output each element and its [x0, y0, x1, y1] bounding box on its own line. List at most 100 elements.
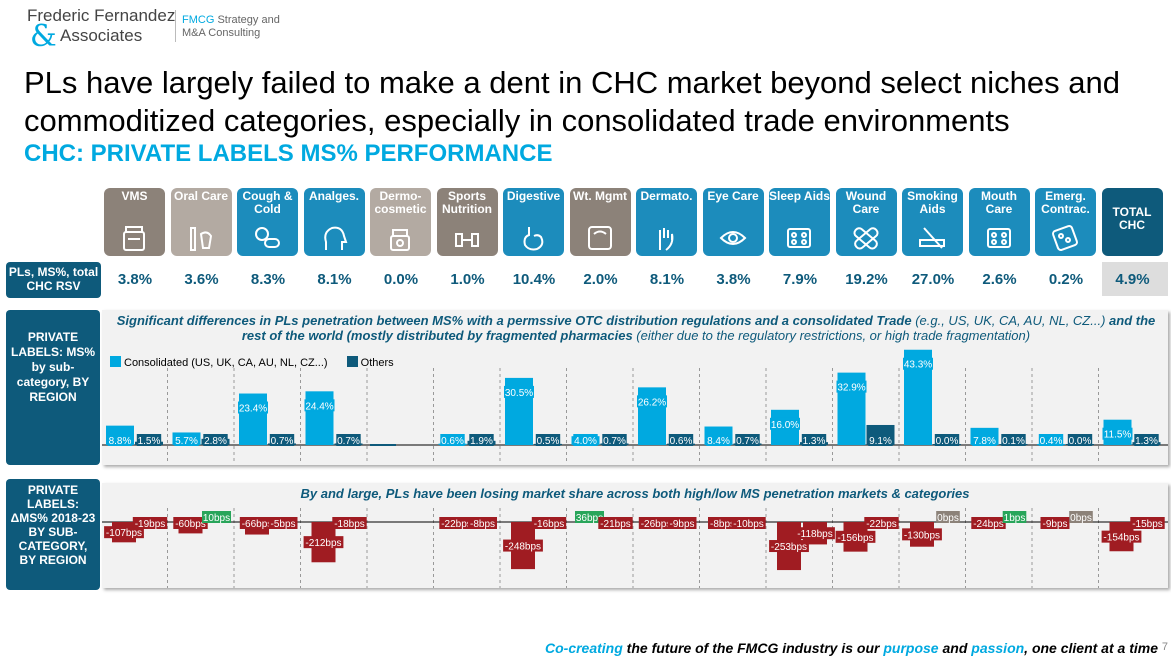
legend-consolidated: Consolidated (US, UK, CA, AU, NL, CZ...): [124, 357, 328, 369]
delta-label: -22bps: [441, 519, 472, 530]
delta-label: -24bps: [973, 519, 1004, 530]
bar-dermo-empty: [370, 444, 396, 446]
row-label-delta-ms: PRIVATE LABELS: ΔMS% 2018-23 BY SUB-CATE…: [6, 479, 100, 590]
bar-label-bg: [1102, 427, 1133, 440]
total-ms-highlight: [1102, 262, 1168, 296]
delta-label: -22bps: [866, 519, 897, 530]
category-header-2: Cough & Cold: [237, 188, 298, 256]
category-label: Eye Care: [707, 189, 759, 203]
delta-ms-note: By and large, PLs have been losing marke…: [300, 486, 970, 501]
ms-total-value: 8.3%: [250, 271, 286, 288]
bar-label: 0.1%: [1002, 436, 1025, 447]
bar-label-bg: [801, 434, 827, 446]
category-label: Oral Care: [173, 189, 229, 203]
ms-total-value: 0.2%: [1048, 271, 1084, 288]
scale-icon: [587, 226, 612, 250]
bar-label: 7.8%: [973, 436, 996, 447]
hand-icon: [659, 228, 674, 251]
bar-label: 5.7%: [175, 436, 198, 447]
delta-label: -8bps: [710, 519, 735, 530]
category-header-0: VMS: [104, 188, 165, 256]
delta-label: -10bps: [733, 519, 764, 530]
category-header-4: Dermo-cosmetic: [370, 188, 431, 256]
bar-label: 1.9%: [470, 436, 493, 447]
dumbbell-icon: [454, 233, 479, 247]
footer-tagline: Co-creating the future of the FMCG indus…: [545, 640, 1158, 656]
logo-ampersand: &: [30, 19, 57, 54]
bar-label: 1.3%: [1135, 436, 1158, 447]
delta-label-bg: [104, 526, 144, 539]
delta-label: 36bps: [576, 513, 603, 524]
delta-label: -5bps: [270, 519, 295, 530]
blister-icon: [986, 228, 1011, 248]
ms-total-row: 3.8% 3.6% 8.3% 8.1% 0.0% 1.0% 10.4% 2.0% 8.1% 3.8…: [102, 261, 1168, 297]
delta-ms-panel: [102, 483, 1168, 588]
slide-subtitle: CHC: PRIVATE LABELS MS% PERFORMANCE: [24, 140, 553, 167]
delta-label: -154bps: [1103, 533, 1139, 544]
footer-c: purpose: [883, 640, 939, 656]
logo-tagline: FMCG Strategy and M&A Consulting: [182, 14, 280, 40]
bar-label-bg: [535, 434, 561, 446]
category-header-14: Emerg. Contrac.: [1035, 188, 1096, 256]
category-header-11: Wound Care: [835, 188, 897, 256]
delta-label-bg: [575, 511, 604, 523]
ms-total-value: 8.1%: [649, 271, 685, 288]
bar-label: 0.6%: [441, 436, 464, 447]
bar-label-bg: [602, 434, 627, 446]
delta-label: -130bps: [904, 530, 940, 541]
note1-italic2: (either due to the regulatory restrictio…: [632, 328, 1031, 343]
bar-label-bg: [174, 434, 199, 446]
delta-label-bg: [667, 517, 697, 529]
delta-label: 0bps: [937, 513, 959, 524]
logo-tag-line2: M&A Consulting: [182, 27, 261, 39]
bar-label: 26.2%: [638, 397, 666, 408]
category-label: Wt. Mgmt: [573, 189, 627, 203]
delta-label: -18bps: [334, 519, 365, 530]
category-header-6: Digestive: [503, 188, 564, 256]
ms-total-value: 3.8%: [716, 271, 751, 288]
ms-total-value: 2.0%: [583, 271, 618, 288]
delta-label-bg: [936, 511, 960, 523]
bar-label-bg: [203, 434, 228, 446]
category-header-9: Eye Care: [702, 188, 764, 256]
delta-label-bg: [439, 517, 474, 529]
delta-label-bg: [902, 528, 942, 541]
category-header-13: Mouth Care: [968, 188, 1030, 256]
bandage-icon: [852, 227, 879, 250]
footer-b: the future of the FMCG industry is our: [622, 640, 884, 656]
ms-total-value: 1.0%: [450, 271, 485, 288]
delta-label-bg: [835, 530, 876, 543]
bar-label: 32.9%: [837, 383, 865, 394]
ms-total-value: 19.2%: [845, 271, 888, 288]
ms-total-value: 3.6%: [184, 271, 219, 288]
bar-label: 43.3%: [904, 360, 932, 371]
category-label: VMS: [121, 189, 148, 203]
bar-label: 0.7%: [337, 436, 360, 447]
bar-label: 30.5%: [505, 388, 533, 399]
delta-label-bg: [468, 517, 497, 529]
bar-label-bg: [504, 385, 534, 398]
pills-icon: [255, 227, 280, 248]
blister-icon: [787, 228, 811, 248]
delta-label-bg: [132, 517, 168, 529]
delta-label: -248bps: [505, 542, 541, 553]
delta-label-bg: [202, 511, 231, 523]
ms-total-value: 7.9%: [782, 271, 818, 288]
bar-label-bg: [903, 357, 933, 370]
delta-label: -118bps: [797, 529, 832, 540]
bar-label-bg: [1134, 434, 1159, 446]
bar-label: 8.8%: [109, 436, 132, 447]
footer-a: Co-creating: [545, 640, 623, 656]
bar-label: 0.7%: [603, 436, 626, 447]
chart-legend: Consolidated (US, UK, CA, AU, NL, CZ...)…: [110, 356, 394, 369]
delta-label: -16bps: [534, 519, 565, 530]
ms-total-value: 3.8%: [117, 271, 153, 288]
bar-label-bg: [934, 434, 960, 446]
bar-label: 23.4%: [239, 404, 267, 415]
bar-label-bg: [868, 434, 893, 446]
delta-label: -66bps: [242, 519, 273, 530]
ms-by-region-chart: 8.8% 1.5% 5.7% 2.8% 23.4% 0.7% 24.4% 0.7% 0.6% 1.…: [102, 349, 1168, 462]
bar-label-bg: [972, 434, 997, 446]
delta-label-bg: [1130, 517, 1165, 529]
